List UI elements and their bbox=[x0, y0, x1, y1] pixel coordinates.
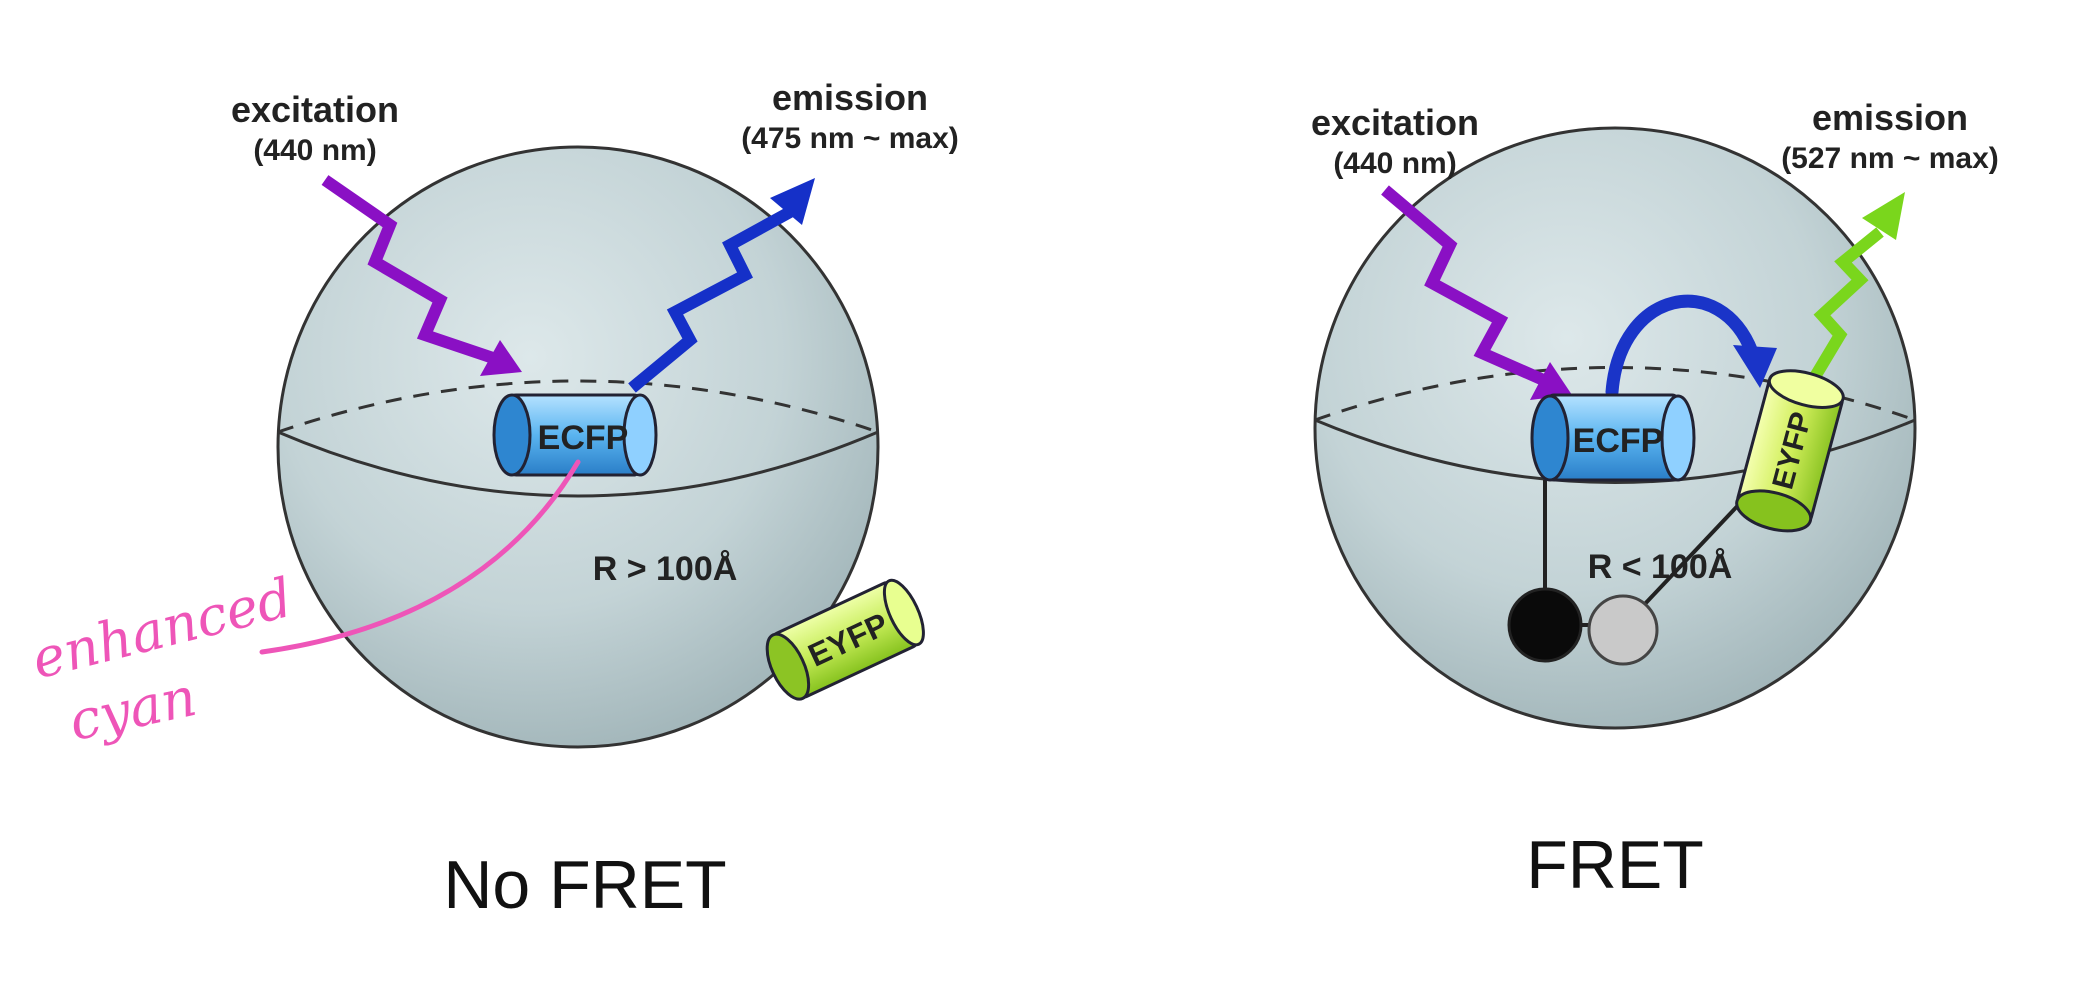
energy-transfer-arrowhead bbox=[1733, 345, 1777, 388]
emission-arrow bbox=[628, 206, 793, 393]
panel-caption: No FRET bbox=[443, 847, 726, 923]
excitation-arrowhead bbox=[1530, 362, 1572, 400]
black-bead bbox=[1507, 587, 1583, 663]
excitation-wavelength: (440 nm) bbox=[1333, 147, 1456, 180]
panel-fret: ECFP EYFP excitation (440 nm) emission (… bbox=[1311, 97, 1999, 903]
ecfp-label: ECFP bbox=[538, 419, 629, 457]
excitation-title: excitation bbox=[231, 89, 399, 130]
annotation-pointer-line bbox=[259, 459, 581, 655]
excitation-arrow bbox=[321, 175, 507, 368]
panel-no-fret: ECFP EYFP excitation (440 nm) emission (… bbox=[231, 77, 959, 923]
ecfp-cylinder: ECFP bbox=[1530, 393, 1696, 482]
emission-arrowhead bbox=[770, 178, 815, 225]
emission-arrow bbox=[1804, 227, 1884, 389]
excitation-arrowhead bbox=[480, 340, 522, 376]
excitation-title: excitation bbox=[1311, 102, 1479, 143]
energy-transfer-arrow bbox=[1605, 294, 1759, 399]
equator-front bbox=[277, 430, 879, 498]
distance-label: R > 100Å bbox=[593, 550, 738, 588]
eyfp-cylinder: EYFP bbox=[765, 578, 925, 701]
grey-bead bbox=[1587, 594, 1659, 666]
excitation-wavelength: (440 nm) bbox=[253, 134, 376, 167]
panel-caption: FRET bbox=[1526, 827, 1704, 903]
emission-title: emission bbox=[1812, 97, 1968, 138]
equator-back bbox=[277, 379, 879, 434]
excitation-arrow bbox=[1381, 185, 1551, 388]
emission-wavelength: (527 nm ~ max) bbox=[1781, 142, 1999, 175]
eyfp-cylinder: EYFP bbox=[1735, 369, 1845, 533]
equator-back bbox=[1314, 366, 1916, 422]
ecfp-cylinder: ECFP bbox=[492, 393, 658, 477]
emission-title: emission bbox=[772, 77, 928, 118]
ecfp-label: ECFP bbox=[1573, 422, 1664, 460]
distance-label: R < 100Å bbox=[1588, 548, 1733, 586]
emission-wavelength: (475 nm ~ max) bbox=[741, 122, 959, 155]
emission-arrowhead bbox=[1862, 192, 1905, 240]
